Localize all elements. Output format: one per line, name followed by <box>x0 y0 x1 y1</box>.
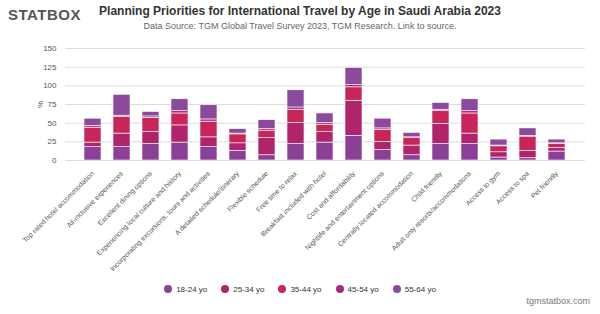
svg-text:125: 125 <box>43 63 57 72</box>
html-text:18-24 yo: 18-24 yo <box>176 284 208 294</box>
svg-text:Pet friendly: Pet friendly <box>530 169 561 200</box>
svg-text:Top rated hotel accommodation: Top rated hotel accommodation <box>21 169 96 244</box>
svg-text:Excellent dining options: Excellent dining options <box>96 169 154 227</box>
svg-text:75: 75 <box>48 100 57 109</box>
svg-text:25: 25 <box>48 137 57 146</box>
html-text:tgmstatbox.com: tgmstatbox.com <box>526 296 590 306</box>
html-text:45-54 yo: 45-54 yo <box>347 284 379 294</box>
svg-text:100: 100 <box>43 81 57 90</box>
html-text:35-44 yo: 35-44 yo <box>290 284 322 294</box>
html-text:STATBOX: STATBOX <box>8 6 81 23</box>
html-text:25-34 yo: 25-34 yo <box>233 284 265 294</box>
svg-text:Nightlife and entertainment op: Nightlife and entertainment options <box>303 169 386 252</box>
svg-text:Child friendly: Child friendly <box>409 169 444 204</box>
svg-text:0: 0 <box>52 156 57 165</box>
svg-text:Incorporating excursions, tour: Incorporating excursions, tours and acti… <box>109 169 213 273</box>
svg-text:50: 50 <box>48 119 57 128</box>
svg-text:All-inclusive experiences: All-inclusive experiences <box>65 169 125 229</box>
svg-text:Cost and affordability: Cost and affordability <box>305 169 357 221</box>
svg-text:A detailed schedule/itinerary: A detailed schedule/itinerary <box>173 169 241 237</box>
svg-text:Centrally located accommodatio: Centrally located accommodation <box>336 169 415 248</box>
html-text:Data Source: TGM Global Travel: Data Source: TGM Global Travel Survey 20… <box>143 21 457 31</box>
svg-text:Free time to relax: Free time to relax <box>254 169 299 214</box>
svg-text:Flexible schedule: Flexible schedule <box>226 169 270 213</box>
svg-text:Access to gym: Access to gym <box>464 169 502 207</box>
svg-text:Breakfast included with hotel: Breakfast included with hotel <box>259 169 328 238</box>
html-text:Planning Priorities for Intern: Planning Priorities for International Tr… <box>99 4 501 18</box>
svg-text:Adult only resorts/accommodati: Adult only resorts/accommodations <box>390 169 473 252</box>
svg-text:%: % <box>36 101 45 108</box>
svg-text:150: 150 <box>43 44 57 53</box>
svg-text:Experiencing local culture and: Experiencing local culture and history <box>95 169 183 257</box>
html-text:55-64 yo: 55-64 yo <box>404 284 436 294</box>
svg-text:Access to spa: Access to spa <box>495 170 532 207</box>
